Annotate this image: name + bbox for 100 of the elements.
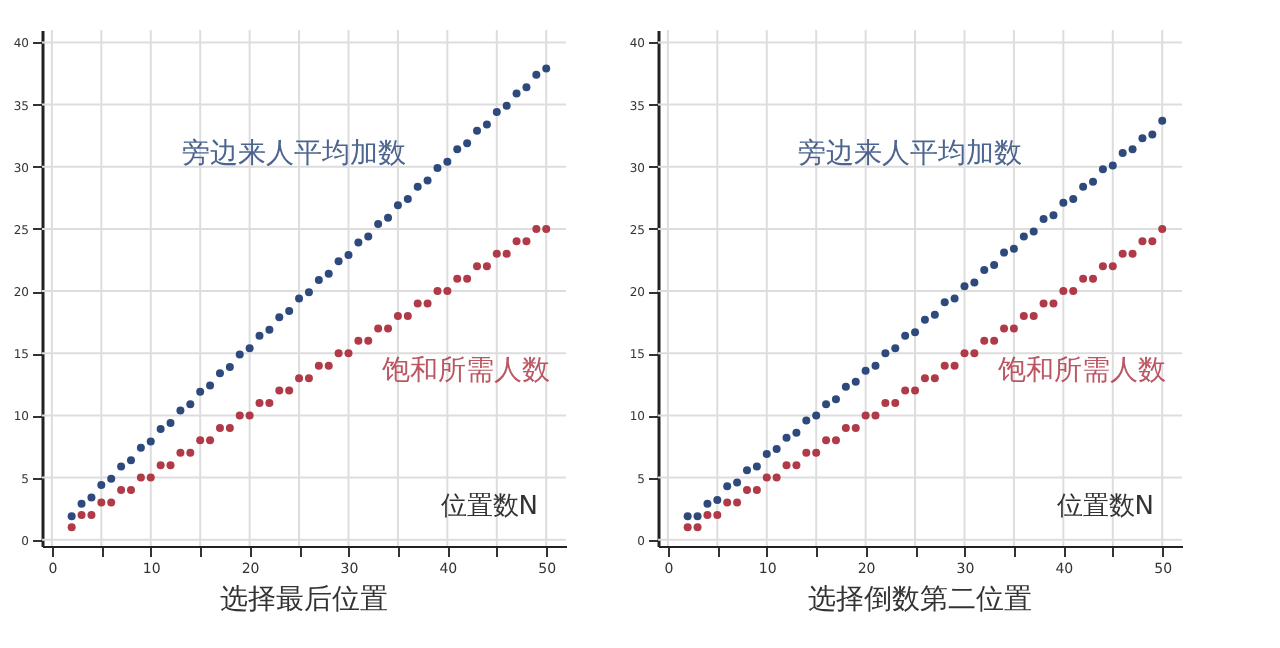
point <box>1138 237 1147 246</box>
point <box>891 344 900 353</box>
point <box>1059 287 1068 296</box>
point <box>940 361 949 370</box>
point <box>354 336 363 345</box>
point <box>107 474 116 483</box>
point <box>87 493 96 502</box>
point <box>861 411 870 420</box>
point <box>492 249 501 258</box>
point <box>126 486 135 495</box>
point <box>1009 244 1018 253</box>
point <box>206 381 215 390</box>
point <box>1049 211 1058 220</box>
point <box>861 366 870 375</box>
point <box>532 224 541 233</box>
point <box>1000 248 1009 257</box>
point <box>314 275 323 284</box>
point <box>463 274 472 283</box>
point <box>196 436 205 445</box>
point <box>463 139 472 148</box>
point <box>762 450 771 458</box>
point <box>384 324 393 333</box>
point <box>1069 287 1078 296</box>
point <box>930 310 939 319</box>
series-label: 旁边来人平均加数 <box>181 137 406 170</box>
point <box>482 262 491 271</box>
point <box>1108 262 1117 271</box>
point <box>851 377 860 386</box>
point <box>1029 311 1038 320</box>
point <box>146 437 155 446</box>
point <box>215 369 224 378</box>
point <box>1148 130 1157 139</box>
point <box>713 510 722 519</box>
point <box>275 313 284 322</box>
point <box>225 423 234 432</box>
point <box>812 448 821 457</box>
point <box>723 482 732 491</box>
point <box>502 249 511 258</box>
point <box>911 328 920 337</box>
point <box>703 510 712 519</box>
point <box>245 411 254 420</box>
point <box>344 349 353 358</box>
point <box>1079 182 1088 191</box>
point <box>136 443 145 452</box>
point <box>980 336 989 345</box>
point <box>782 433 791 442</box>
point <box>802 416 811 425</box>
point <box>156 425 165 434</box>
point <box>117 486 126 495</box>
point <box>1158 224 1167 233</box>
point <box>1128 249 1137 258</box>
point <box>166 418 175 427</box>
point <box>146 473 155 482</box>
point <box>255 399 264 407</box>
point <box>1069 195 1078 204</box>
point <box>960 349 969 358</box>
point <box>186 448 195 457</box>
point <box>1128 145 1137 154</box>
point <box>136 473 145 482</box>
point <box>831 436 840 445</box>
point <box>87 510 96 519</box>
point <box>492 108 501 117</box>
point <box>295 294 304 303</box>
point <box>1089 177 1098 186</box>
point <box>334 349 343 358</box>
point <box>1089 274 1098 283</box>
text: 选择最后位置 <box>220 584 388 616</box>
point <box>742 466 751 475</box>
point <box>990 261 999 269</box>
point <box>97 498 106 507</box>
point <box>364 336 373 345</box>
point <box>881 399 890 407</box>
point <box>762 473 771 482</box>
point <box>980 265 989 274</box>
point <box>792 428 801 437</box>
point <box>1059 198 1068 207</box>
point <box>911 386 920 395</box>
point <box>433 287 442 296</box>
point <box>532 70 541 79</box>
point <box>77 499 86 508</box>
point <box>542 64 551 73</box>
point <box>1049 299 1058 308</box>
point <box>235 411 244 420</box>
point <box>423 299 432 308</box>
point <box>285 307 294 315</box>
point <box>126 456 135 465</box>
point <box>245 344 254 353</box>
point <box>186 400 195 409</box>
point <box>324 269 333 278</box>
point <box>950 294 959 303</box>
point <box>1148 237 1157 246</box>
x-axis-title: 位置数N <box>1056 492 1154 522</box>
point <box>831 395 840 404</box>
point <box>443 287 452 296</box>
point <box>920 374 929 383</box>
point <box>683 512 692 521</box>
point <box>176 448 185 457</box>
point <box>413 182 422 191</box>
point <box>703 499 712 508</box>
point <box>512 237 521 246</box>
